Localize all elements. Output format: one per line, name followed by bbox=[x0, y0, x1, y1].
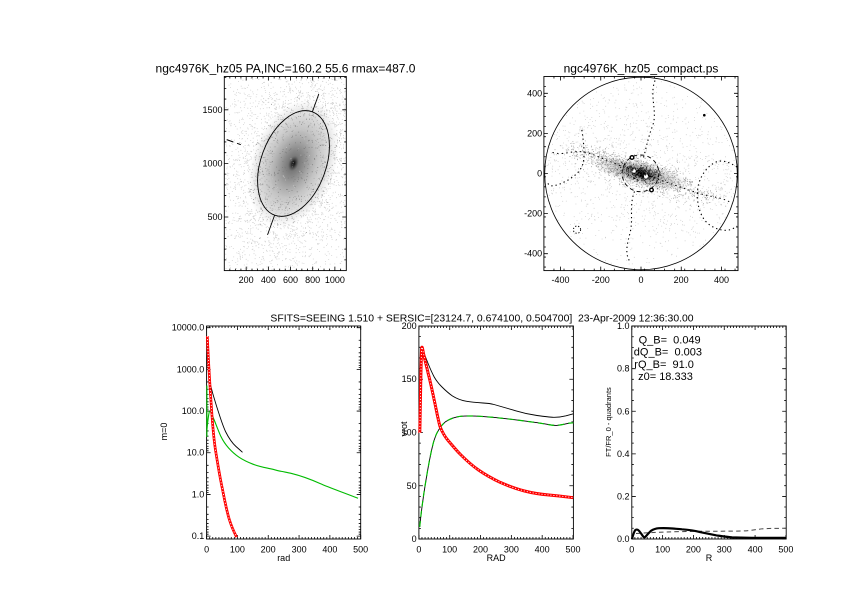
svg-text:0: 0 bbox=[204, 545, 209, 555]
svg-text:500: 500 bbox=[778, 545, 793, 555]
svg-text:500: 500 bbox=[207, 212, 222, 222]
svg-text:R: R bbox=[706, 553, 713, 563]
svg-text:400: 400 bbox=[748, 545, 763, 555]
svg-text:600: 600 bbox=[283, 275, 298, 285]
svg-text:0.0: 0.0 bbox=[617, 534, 630, 544]
svg-text:150: 150 bbox=[402, 374, 417, 384]
svg-text:50: 50 bbox=[407, 481, 417, 491]
svg-text:1000: 1000 bbox=[202, 158, 222, 168]
svg-text:100: 100 bbox=[230, 545, 245, 555]
svg-text:800: 800 bbox=[305, 275, 320, 285]
svg-text:ngc4976K_hz05 PA,INC=160.2 55.: ngc4976K_hz05 PA,INC=160.2 55.6 rmax=487… bbox=[156, 62, 416, 76]
svg-text:vrot: vrot bbox=[399, 421, 409, 437]
svg-text:RAD: RAD bbox=[487, 553, 507, 563]
svg-text:SFITS=SEEING 1.510 + SERSIC=[2: SFITS=SEEING 1.510 + SERSIC=[23124.7, 0.… bbox=[270, 314, 693, 325]
svg-text:200: 200 bbox=[686, 545, 701, 555]
svg-text:200: 200 bbox=[402, 321, 417, 331]
svg-text:m=0: m=0 bbox=[159, 423, 169, 441]
svg-text:200: 200 bbox=[527, 128, 542, 138]
svg-text:200: 200 bbox=[261, 545, 276, 555]
svg-text:300: 300 bbox=[717, 545, 732, 555]
svg-text:rad: rad bbox=[277, 553, 290, 563]
svg-text:0: 0 bbox=[537, 169, 542, 179]
svg-text:z0= 18.333: z0= 18.333 bbox=[638, 371, 693, 383]
svg-text:200: 200 bbox=[674, 275, 689, 285]
svg-text:0: 0 bbox=[629, 545, 634, 555]
svg-text:ngc4976K_hz05_compact.ps: ngc4976K_hz05_compact.ps bbox=[564, 62, 719, 76]
svg-text:500: 500 bbox=[565, 545, 580, 555]
svg-text:0: 0 bbox=[412, 534, 417, 544]
svg-text:-200: -200 bbox=[524, 209, 542, 219]
svg-text:300: 300 bbox=[504, 545, 519, 555]
svg-text:200: 200 bbox=[473, 545, 488, 555]
svg-text:0.6: 0.6 bbox=[617, 406, 630, 416]
svg-text:100: 100 bbox=[442, 545, 457, 555]
svg-text:10.0: 10.0 bbox=[187, 448, 205, 458]
svg-text:rQ_B= 91.0: rQ_B= 91.0 bbox=[634, 359, 694, 371]
svg-text:400: 400 bbox=[714, 275, 729, 285]
svg-text:300: 300 bbox=[292, 545, 307, 555]
svg-text:Q_B= 0.049: Q_B= 0.049 bbox=[639, 334, 701, 346]
svg-text:400: 400 bbox=[527, 88, 542, 98]
svg-text:-400: -400 bbox=[551, 275, 569, 285]
svg-text:0.1: 0.1 bbox=[192, 531, 205, 541]
svg-text:0: 0 bbox=[416, 545, 421, 555]
svg-text:500: 500 bbox=[353, 545, 368, 555]
svg-text:400: 400 bbox=[322, 545, 337, 555]
svg-text:0.2: 0.2 bbox=[617, 491, 630, 501]
svg-text:400: 400 bbox=[535, 545, 550, 555]
svg-text:dQ_B= 0.003: dQ_B= 0.003 bbox=[634, 347, 702, 359]
svg-text:100: 100 bbox=[655, 545, 670, 555]
svg-text:400: 400 bbox=[261, 275, 276, 285]
svg-text:1500: 1500 bbox=[202, 105, 222, 115]
svg-text:1000: 1000 bbox=[325, 275, 345, 285]
svg-text:0.8: 0.8 bbox=[617, 364, 630, 374]
svg-text:200: 200 bbox=[239, 275, 254, 285]
svg-text:1.0: 1.0 bbox=[617, 321, 630, 331]
svg-text:-200: -200 bbox=[592, 275, 610, 285]
svg-text:0.4: 0.4 bbox=[617, 449, 630, 459]
svg-text:1000.0: 1000.0 bbox=[177, 364, 205, 374]
svg-text:100.0: 100.0 bbox=[182, 406, 205, 416]
svg-text:1.0: 1.0 bbox=[192, 489, 205, 499]
svg-text:10000.0: 10000.0 bbox=[172, 323, 205, 333]
svg-text:-400: -400 bbox=[524, 249, 542, 259]
svg-text:0: 0 bbox=[638, 275, 643, 285]
svg-text:100: 100 bbox=[402, 428, 417, 438]
svg-text:FT/FR_0 - quadrants: FT/FR_0 - quadrants bbox=[604, 387, 613, 457]
